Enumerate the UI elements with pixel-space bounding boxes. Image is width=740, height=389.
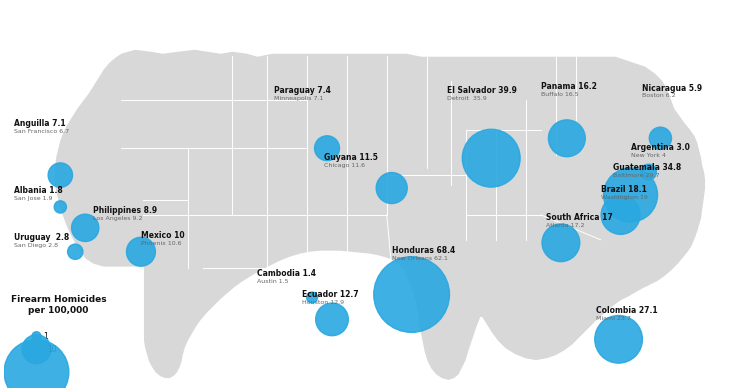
Text: Panama 16.2: Panama 16.2 xyxy=(541,82,597,91)
Circle shape xyxy=(462,129,520,187)
Text: Atlanta 17.2: Atlanta 17.2 xyxy=(546,223,585,228)
Circle shape xyxy=(641,164,656,180)
Text: Ecuador 12.7: Ecuador 12.7 xyxy=(302,291,359,300)
Text: Honduras 68.4: Honduras 68.4 xyxy=(391,246,455,255)
Text: Houston 12.9: Houston 12.9 xyxy=(302,300,344,305)
Text: Washington 19: Washington 19 xyxy=(601,195,648,200)
Circle shape xyxy=(32,332,41,341)
Text: Albania 1.8: Albania 1.8 xyxy=(13,186,62,195)
Text: Nicaragua 5.9: Nicaragua 5.9 xyxy=(642,84,702,93)
Text: Anguilla 7.1: Anguilla 7.1 xyxy=(13,119,65,128)
Text: Guyana 11.5: Guyana 11.5 xyxy=(324,153,378,162)
Text: Brazil 18.1: Brazil 18.1 xyxy=(601,185,647,194)
Circle shape xyxy=(601,195,640,235)
Circle shape xyxy=(306,292,317,303)
Circle shape xyxy=(316,303,349,336)
Text: South Africa 17: South Africa 17 xyxy=(546,213,613,222)
Circle shape xyxy=(72,214,99,242)
Text: New Orleans 62.1: New Orleans 62.1 xyxy=(391,256,448,261)
Circle shape xyxy=(542,224,579,262)
Circle shape xyxy=(54,201,67,213)
Circle shape xyxy=(595,315,642,363)
Text: Paraguay 7.4: Paraguay 7.4 xyxy=(275,86,332,95)
Circle shape xyxy=(604,168,658,222)
Text: 10: 10 xyxy=(47,345,57,354)
Text: Detroit  35.9: Detroit 35.9 xyxy=(448,96,487,102)
Text: Mexico 10: Mexico 10 xyxy=(141,231,184,240)
Text: Cambodia 1.4: Cambodia 1.4 xyxy=(258,268,317,278)
Text: Firearm Homicides
per 100,000: Firearm Homicides per 100,000 xyxy=(10,294,106,315)
Text: San Jose 1.9: San Jose 1.9 xyxy=(13,196,52,201)
Polygon shape xyxy=(53,49,706,381)
Text: Buffalo 16.5: Buffalo 16.5 xyxy=(541,91,579,96)
Circle shape xyxy=(314,136,340,161)
Circle shape xyxy=(127,237,155,266)
Text: Phoenix 10.6: Phoenix 10.6 xyxy=(141,241,181,246)
Circle shape xyxy=(4,340,69,389)
Circle shape xyxy=(374,257,449,332)
Text: Baltimore 29.7: Baltimore 29.7 xyxy=(613,173,659,178)
Text: Colombia 27.1: Colombia 27.1 xyxy=(596,307,657,315)
Text: Miami 23.7: Miami 23.7 xyxy=(596,316,630,321)
Circle shape xyxy=(22,335,51,364)
Text: Argentina 3.0: Argentina 3.0 xyxy=(630,143,690,152)
Text: Philippines 8.9: Philippines 8.9 xyxy=(93,206,158,215)
Circle shape xyxy=(649,127,671,149)
Text: New York 4: New York 4 xyxy=(630,153,665,158)
Circle shape xyxy=(376,172,407,203)
Text: Uruguay  2.8: Uruguay 2.8 xyxy=(13,233,69,242)
Text: 1: 1 xyxy=(44,332,48,341)
Text: San Francisco 6.7: San Francisco 6.7 xyxy=(13,129,69,134)
Circle shape xyxy=(67,244,83,259)
Text: Los Angeles 9.2: Los Angeles 9.2 xyxy=(93,216,143,221)
Circle shape xyxy=(548,120,585,157)
Text: Chicago 11.6: Chicago 11.6 xyxy=(324,163,365,168)
Text: Austin 1.5: Austin 1.5 xyxy=(258,279,289,284)
Text: Minneapolis 7.1: Minneapolis 7.1 xyxy=(275,96,323,102)
Text: El Salvador 39.9: El Salvador 39.9 xyxy=(448,86,517,95)
Text: Guatemala 34.8: Guatemala 34.8 xyxy=(613,163,681,172)
Text: San Diego 2.8: San Diego 2.8 xyxy=(13,243,58,248)
Circle shape xyxy=(48,163,73,187)
Text: Boston 6.2: Boston 6.2 xyxy=(642,93,676,98)
